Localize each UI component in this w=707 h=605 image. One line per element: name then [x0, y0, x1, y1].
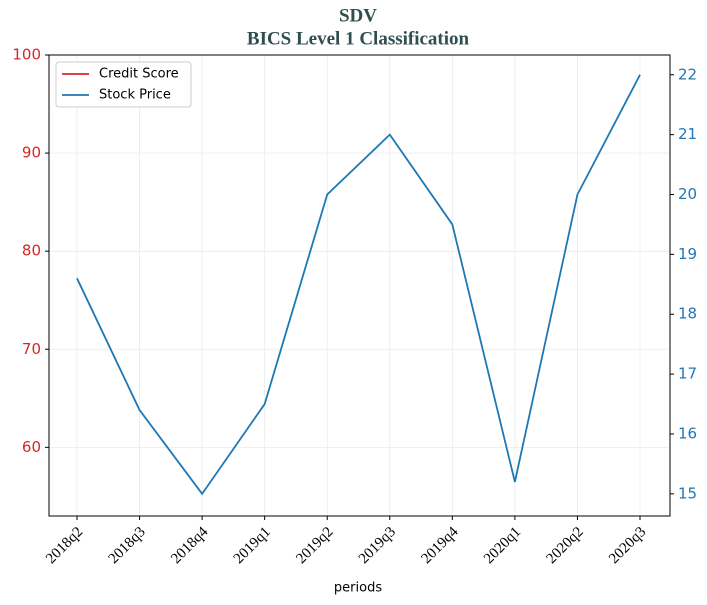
x-tick-label: 2019q3 [356, 524, 399, 567]
legend-label: Stock Price [99, 88, 171, 103]
chart-subtitle: BICS Level 1 Classification [247, 28, 470, 49]
x-tick-label: 2018q4 [168, 524, 211, 567]
x-axis-label: periods [334, 581, 382, 596]
y2-tick-label: 20 [678, 185, 697, 203]
x-tick-label: 2019q4 [418, 524, 461, 567]
y2-tick-label: 19 [678, 245, 697, 263]
legend-box [55, 61, 192, 108]
y-tick-label: 100 [12, 46, 41, 64]
y-tick-label: 60 [22, 438, 41, 456]
y-tick-label: 70 [22, 340, 41, 358]
y2-tick-label: 17 [678, 365, 697, 383]
x-tick-label: 2020q3 [606, 524, 649, 567]
y2-tick-label: 18 [678, 305, 697, 323]
x-tick-label: 2020q2 [544, 524, 587, 567]
y-tick-label: 80 [22, 242, 41, 260]
x-tick-label: 2019q2 [293, 524, 336, 567]
chart-title: SDV [339, 5, 377, 26]
y2-tick-label: 22 [678, 65, 697, 83]
y2-tick-label: 15 [678, 484, 697, 502]
plot-frame [48, 54, 671, 517]
y-tick-label: 90 [22, 144, 41, 162]
legend-label: Credit Score [99, 67, 179, 82]
y2-tick-label: 21 [678, 125, 697, 143]
x-tick-label: 2018q3 [106, 524, 149, 567]
x-tick-label: 2018q2 [43, 524, 86, 567]
x-tick-label: 2020q1 [481, 524, 524, 567]
series-line [76, 74, 641, 496]
y2-tick-label: 16 [678, 424, 697, 442]
x-tick-label: 2019q1 [231, 524, 274, 567]
